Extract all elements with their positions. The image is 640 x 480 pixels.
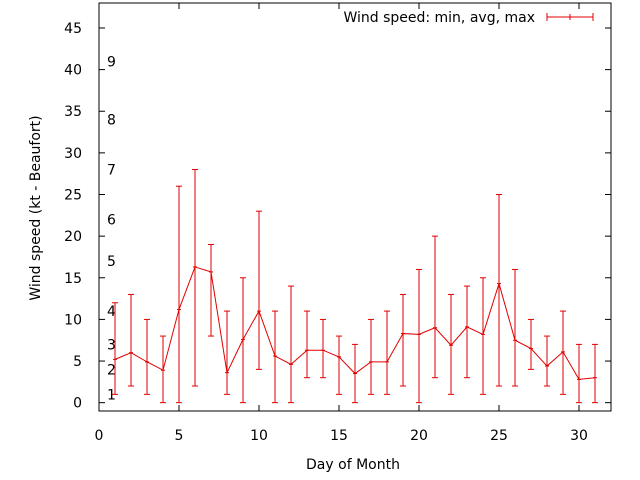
plot-frame [98, 2, 612, 412]
error-bar [272, 310, 278, 404]
beaufort-label: 1 [107, 387, 116, 403]
error-bar [240, 277, 246, 404]
error-bar [544, 335, 550, 387]
error-bar [368, 318, 374, 395]
y-tick-label: 15 [64, 271, 82, 287]
x-tick-label: 15 [330, 428, 348, 444]
legend: Wind speed: min, avg, max [343, 10, 594, 26]
y-tick-label: 40 [64, 63, 82, 79]
x-tick-label: 5 [175, 428, 184, 444]
error-bar [144, 318, 150, 395]
error-bar [560, 310, 566, 395]
error-bar [128, 293, 134, 387]
y-tick-label: 10 [64, 312, 82, 328]
error-bar [384, 310, 390, 395]
beaufort-label: 2 [107, 362, 116, 378]
error-bar [304, 310, 310, 379]
error-bar [448, 293, 454, 395]
beaufort-label: 9 [107, 54, 116, 70]
error-bar [288, 285, 294, 404]
legend-label: Wind speed: min, avg, max [343, 10, 535, 26]
error-bar [112, 302, 118, 395]
x-tick-label: 0 [95, 428, 104, 444]
error-bar [224, 310, 230, 395]
error-bar [400, 293, 406, 387]
y-tick-label: 30 [64, 146, 82, 162]
error-bar [528, 318, 534, 370]
error-bar [192, 169, 198, 387]
error-bar [576, 343, 582, 404]
x-tick-label: 25 [490, 428, 508, 444]
error-bar [176, 185, 182, 404]
beaufort-label: 3 [107, 337, 116, 353]
beaufort-label: 5 [107, 254, 116, 270]
y-tick-label: 35 [64, 104, 82, 120]
error-bar [352, 343, 358, 404]
x-tick-label: 20 [410, 428, 428, 444]
error-bar [160, 335, 166, 404]
error-bar [336, 335, 342, 395]
error-bar [320, 318, 326, 379]
x-tick-label: 10 [250, 428, 268, 444]
error-bar [432, 235, 438, 379]
error-bar [208, 243, 214, 337]
error-bar [480, 277, 486, 395]
x-axis-ticks: 0 5 10 15 20 25 30 [95, 3, 588, 444]
x-axis-label: Day of Month [306, 457, 400, 473]
beaufort-label: 6 [107, 212, 116, 228]
beaufort-label: 4 [107, 304, 116, 320]
error-bar [256, 210, 262, 370]
error-bar [416, 268, 422, 404]
error-bar [512, 268, 518, 387]
beaufort-label: 8 [107, 113, 116, 129]
x-tick-label: 30 [570, 428, 588, 444]
y-tick-label: 25 [64, 188, 82, 204]
y-tick-label: 45 [64, 21, 82, 37]
wind-speed-series [112, 169, 598, 404]
y-tick-label: 0 [73, 396, 82, 412]
error-bar [592, 343, 598, 404]
error-bar [464, 285, 470, 379]
error-bar [496, 194, 502, 387]
beaufort-scale-labels: 1 2 3 4 5 6 7 8 9 [107, 54, 116, 403]
y-tick-label: 5 [73, 354, 82, 370]
y-tick-label: 20 [64, 229, 82, 245]
beaufort-label: 7 [107, 163, 116, 179]
y-axis-label: Wind speed (kt - Beaufort) [28, 115, 44, 300]
